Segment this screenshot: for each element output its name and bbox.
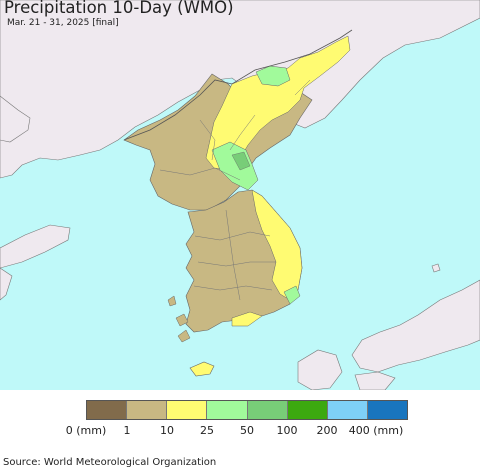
legend-swatch-4 [246, 401, 287, 419]
legend-tick-50: 50 [240, 424, 254, 437]
japan-kyushu [297, 349, 343, 390]
japan-honshu [351, 279, 480, 373]
china-east-coast [0, 267, 13, 301]
source-credit: Source: World Meteorological Organizatio… [3, 457, 217, 468]
jeju-island [189, 361, 215, 377]
legend-swatch-6 [326, 401, 367, 419]
ulleungdo-island [431, 263, 441, 273]
legend-swatch-5 [286, 401, 327, 419]
precipitation-map: Precipitation 10-Day (WMO) Mar. 21 - 31,… [0, 0, 480, 390]
north-korea-wet-region [205, 35, 351, 171]
shandong-peninsula [0, 224, 71, 269]
legend-swatch-7 [366, 401, 407, 419]
nk-china-border [123, 29, 353, 141]
legend-tick-200: 200 [316, 424, 338, 437]
legend-swatch-3 [206, 401, 247, 419]
legend-tick-400: 400 (mm) [348, 424, 404, 437]
admin-borders [159, 79, 311, 301]
map-title: Precipitation 10-Day (WMO) [4, 0, 234, 17]
wonsan-green-patch [211, 141, 259, 191]
legend-tick-100: 100 [276, 424, 298, 437]
wonsan-darker-patch [231, 151, 251, 171]
legend-swatch-0 [87, 401, 127, 419]
legend-color-bar [86, 400, 408, 420]
legend-swatch-1 [126, 401, 167, 419]
legend-tick-0: 0 (mm) [65, 424, 107, 437]
map-canvas [0, 0, 480, 390]
legend-tick-10: 10 [160, 424, 174, 437]
legend-tick-1: 1 [123, 424, 131, 437]
busan-green-patch [283, 285, 301, 305]
west-coast-islands [167, 295, 191, 343]
liaodong-peninsula [0, 95, 31, 143]
japan-shikoku [354, 371, 396, 390]
legend-swatch-2 [166, 401, 207, 419]
south-coast-wet [231, 311, 263, 327]
legend-tick-25: 25 [200, 424, 214, 437]
map-subtitle: Mar. 21 - 31, 2025 [final] [7, 18, 119, 28]
china-landmass [0, 0, 480, 179]
